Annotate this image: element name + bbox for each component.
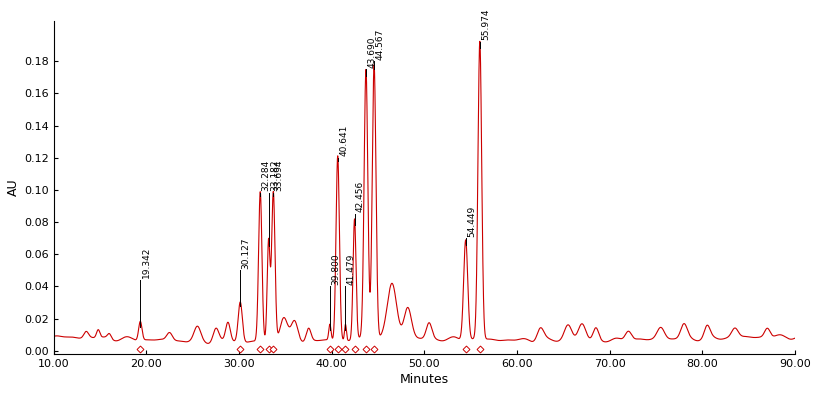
X-axis label: Minutes: Minutes xyxy=(400,373,449,386)
Text: 54.449: 54.449 xyxy=(467,205,476,237)
Text: 44.567: 44.567 xyxy=(375,28,384,59)
Text: 41.479: 41.479 xyxy=(347,253,356,285)
Text: 30.127: 30.127 xyxy=(241,237,250,269)
Text: 19.342: 19.342 xyxy=(142,247,151,278)
Text: 32.284: 32.284 xyxy=(262,160,271,191)
Text: 33.182: 33.182 xyxy=(270,160,279,191)
Text: 43.690: 43.690 xyxy=(367,36,376,68)
Text: 40.641: 40.641 xyxy=(339,125,348,156)
Text: 42.456: 42.456 xyxy=(356,181,365,212)
Y-axis label: AU: AU xyxy=(7,179,20,196)
Text: 39.800: 39.800 xyxy=(331,253,340,285)
Text: 55.974: 55.974 xyxy=(481,9,490,40)
Text: 33.694: 33.694 xyxy=(275,160,284,191)
